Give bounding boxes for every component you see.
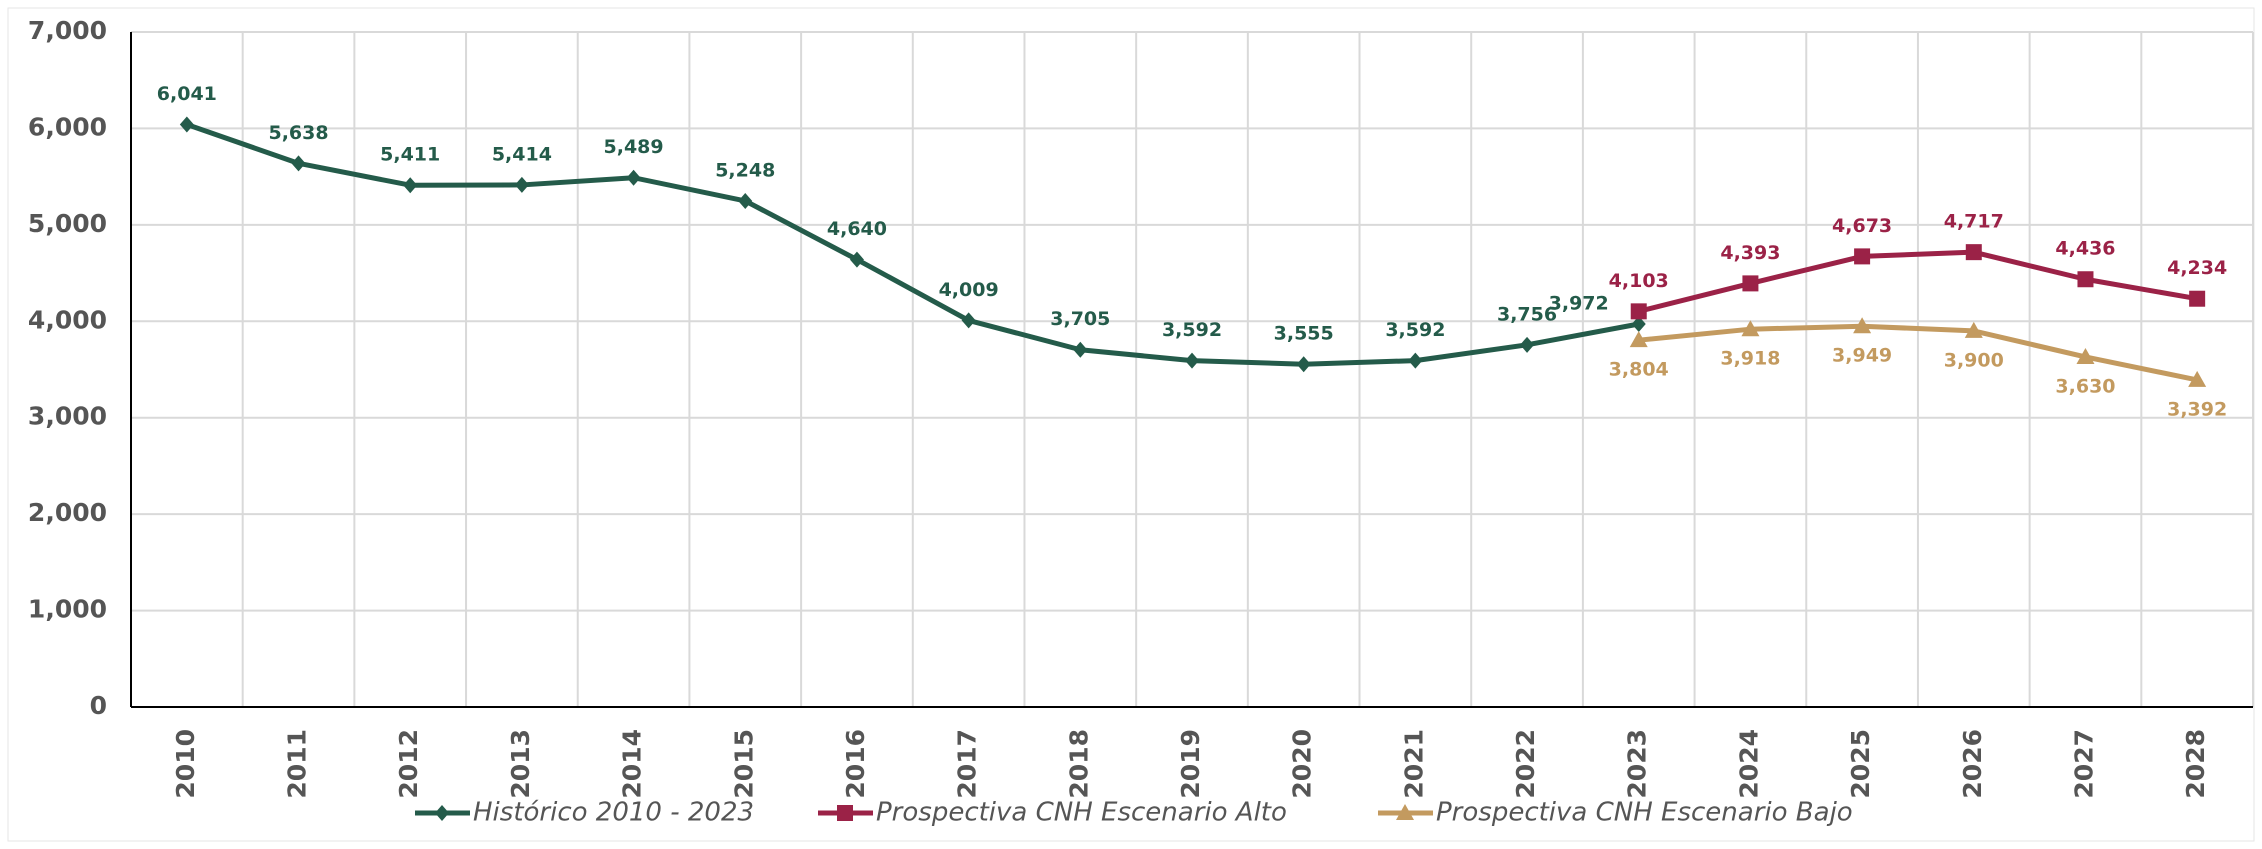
x-tick-label: 2013 [506,729,535,799]
x-tick-label: 2020 [1288,729,1317,799]
x-tick-label: 2025 [1846,729,1875,799]
marker [1629,331,1648,348]
marker [837,805,853,821]
x-tick-label: 2012 [394,729,423,799]
x-tick-label: 2018 [1064,729,1093,799]
data-label: 3,900 [1944,349,2004,371]
marker [1396,804,1414,820]
data-label: 3,972 [1549,292,1609,314]
x-tick-label: 2016 [841,729,870,799]
x-tick-label: 2027 [2069,729,2098,799]
y-tick-label: 7,000 [28,16,107,45]
series-line [1638,249,2198,314]
data-label: 3,555 [1274,323,1334,345]
data-label: 5,248 [715,159,775,181]
marker [1520,336,1535,353]
marker [2076,347,2095,364]
marker [961,312,976,329]
data-label: 3,592 [1162,319,1222,341]
y-tick-label: 6,000 [28,112,107,141]
marker [1631,315,1646,332]
data-label: 3,705 [1050,308,1110,330]
data-label: 4,640 [827,218,887,240]
marker [1742,275,1759,292]
marker [849,251,864,268]
legend-label: Histórico 2010 - 2023 [473,798,754,828]
y-tick-label: 0 [90,691,107,720]
marker [1965,244,1982,261]
data-label: 3,392 [2167,398,2227,420]
marker [2077,271,2094,288]
data-label: 4,436 [2055,238,2115,260]
x-tick-label: 2011 [283,729,312,799]
marker [1630,303,1647,320]
y-tick-label: 5,000 [28,209,107,238]
data-label: 3,630 [2055,375,2115,397]
x-tick-label: 2024 [1734,729,1763,799]
marker [1964,321,1983,338]
marker [1741,320,1760,337]
marker [626,169,641,186]
marker [2188,370,2207,387]
marker [435,805,449,821]
x-tick-label: 2014 [618,729,647,799]
marker [1296,356,1311,373]
series [1629,317,2207,387]
marker [2189,290,2206,307]
data-label: 3,949 [1832,345,1892,367]
x-tick-label: 2021 [1399,729,1428,799]
data-label: 5,638 [268,122,328,144]
data-label: 3,804 [1609,359,1669,381]
y-tick-label: 3,000 [28,402,107,431]
series-line [1638,323,2198,383]
marker [1185,352,1199,369]
y-tick-label: 1,000 [28,595,107,624]
data-label: 3,918 [1720,348,1780,370]
x-tick-label: 2028 [2181,729,2210,799]
y-tick-label: 2,000 [28,498,107,527]
marker [514,176,529,193]
data-label: 5,411 [380,144,440,166]
x-tick-label: 2022 [1511,729,1540,799]
x-tick-label: 2017 [953,729,982,799]
data-label: 4,103 [1609,270,1669,292]
data-label: 5,489 [604,136,664,158]
marker [1853,317,1872,334]
marker [738,192,753,209]
data-label: 4,393 [1720,242,1780,264]
data-label: 4,009 [939,279,999,301]
marker [1854,248,1871,265]
data-label: 3,592 [1385,319,1445,341]
legend-label: Prospectiva CNH Escenario Bajo [1436,798,1853,828]
data-label: 5,414 [492,143,552,165]
data-label: 3,756 [1497,303,1557,325]
marker [1408,352,1423,369]
marker [291,155,306,172]
data-label: 4,717 [1944,211,2004,233]
x-tick-label: 2010 [171,729,200,799]
marker [179,116,194,133]
series [179,116,1646,373]
marker [403,177,418,194]
legend-label: Prospectiva CNH Escenario Alto [876,798,1287,828]
marker [1073,341,1088,358]
data-label: 6,041 [157,83,217,105]
series-line [186,122,1640,367]
series [1630,244,2206,320]
data-label: 4,673 [1832,215,1892,237]
x-tick-label: 2023 [1623,729,1652,799]
x-tick-label: 2026 [1958,729,1987,799]
x-tick-label: 2015 [729,729,758,799]
data-label: 4,234 [2167,257,2227,279]
y-tick-label: 4,000 [28,305,107,334]
x-tick-label: 2019 [1176,729,1205,799]
